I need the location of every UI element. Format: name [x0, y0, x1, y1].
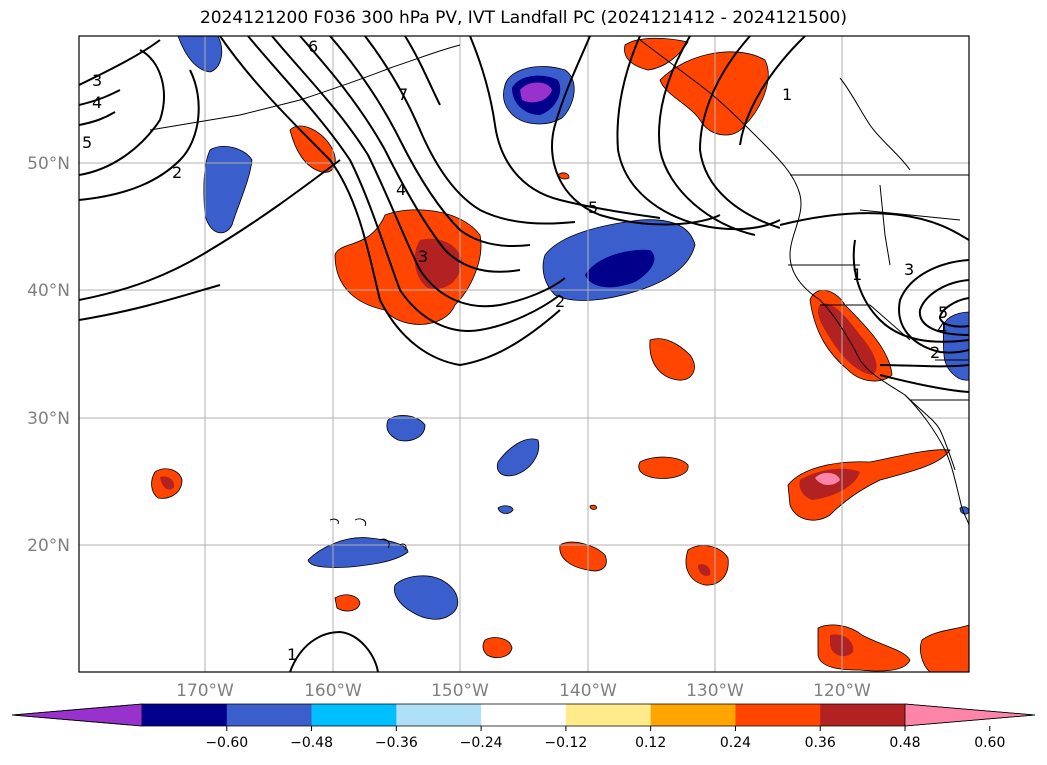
- colorbar-tick-label: −0.60: [205, 735, 248, 751]
- lon-label: 150°W: [431, 681, 489, 701]
- lon-label: 120°W: [813, 681, 871, 701]
- colorbar-extend-high: [904, 703, 1036, 727]
- lon-label: 170°W: [176, 681, 234, 701]
- colorbar-tick-label: 0.24: [720, 735, 751, 751]
- colorbar-tick-label: −0.12: [544, 735, 587, 751]
- colorbar-segment: [565, 704, 652, 726]
- lat-label: 30°N: [27, 409, 70, 429]
- colorbar-segment: [735, 704, 821, 726]
- contour-label: 5: [938, 303, 948, 322]
- contour-label: 1: [287, 645, 297, 664]
- negative-anomaly-regions: [177, 36, 969, 620]
- contour-label: 3: [92, 71, 102, 90]
- colorbar-outline: [11, 703, 1036, 727]
- colorbar-extend-low: [11, 703, 143, 727]
- latitude-labels: 50°N 40°N 30°N 20°N: [27, 154, 70, 556]
- positive-anomaly-regions: [151, 37, 969, 672]
- lon-label: 160°W: [304, 681, 362, 701]
- contour-label: 6: [308, 37, 318, 56]
- contour-label: 1: [782, 85, 792, 104]
- contour-label: 3: [418, 247, 428, 266]
- colorbar-tick-label: 0.36: [805, 735, 836, 751]
- contour-labels: 3 4 5 2 6 7 4 3 5 2 1 1 3 5 4 2 1: [82, 37, 948, 664]
- colorbar-tick-label: 0.48: [889, 735, 920, 751]
- colorbar-tick-label: 0.12: [635, 735, 666, 751]
- coastlines: [149, 39, 969, 551]
- colorbar-tick-label: −0.24: [460, 735, 503, 751]
- contour-label: 7: [398, 85, 408, 104]
- map-panel: 3 4 5 2 6 7 4 3 5 2 1 1 3 5 4 2 1: [79, 36, 969, 672]
- colorbar-segment: [311, 704, 397, 726]
- colorbar-tick-label: 0.60: [974, 735, 1005, 751]
- lon-label: 140°W: [559, 681, 617, 701]
- colorbar-segment: [481, 704, 567, 726]
- contour-label: 5: [82, 133, 92, 152]
- lat-label: 50°N: [27, 154, 70, 174]
- colorbar-segment: [142, 704, 228, 726]
- colorbar-segment: [396, 704, 482, 726]
- lat-label: 20°N: [27, 536, 70, 556]
- colorbar-tick-label: −0.48: [290, 735, 333, 751]
- pv-contours: [79, 36, 969, 672]
- longitude-labels: 170°W 160°W 150°W 140°W 130°W 120°W: [176, 681, 871, 701]
- contour-label: 4: [396, 180, 406, 199]
- contour-label: 4: [937, 319, 947, 338]
- contour-label: 4: [92, 93, 102, 112]
- colorbar-segment: [820, 704, 906, 726]
- map-title: 2024121200 F036 300 hPa PV, IVT Landfall…: [199, 8, 847, 28]
- contour-label: 5: [588, 198, 598, 217]
- lat-label: 40°N: [27, 281, 70, 301]
- lon-label: 130°W: [686, 681, 744, 701]
- contour-label: 2: [555, 292, 565, 311]
- contour-label: 1: [852, 265, 862, 284]
- graticule: [79, 36, 969, 672]
- colorbar-tick-label: −0.36: [375, 735, 418, 751]
- colorbar-segment: [650, 704, 736, 726]
- map-frame: [78, 35, 970, 673]
- colorbar: −0.60 −0.48 −0.36 −0.24 −0.12 0.12 0.24 0.36 0.4…: [11, 703, 1036, 751]
- contour-label: 2: [172, 163, 182, 182]
- contour-label: 2: [930, 343, 940, 362]
- colorbar-segment: [226, 704, 313, 726]
- contour-label: 3: [904, 260, 914, 279]
